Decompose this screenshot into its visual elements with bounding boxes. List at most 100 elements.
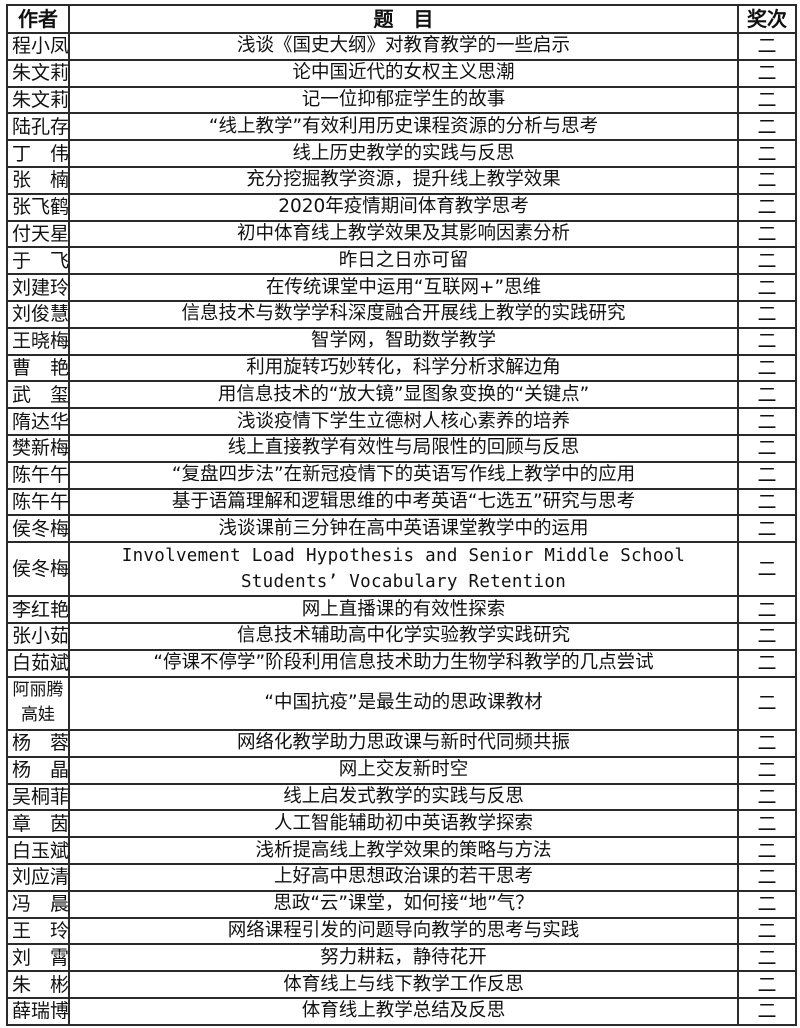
table-row: 武 玺用信息技术的“放大镜”显图象变换的“关键点” 二 <box>6 380 797 410</box>
table-row: 章 茵人工智能辅助初中英语教学探索二 <box>6 809 797 839</box>
table-row: 樊新梅 线上直接教学有效性与局限性的回顾与反思二 <box>6 433 797 463</box>
title-cell: 智学网，智助数学教学 <box>68 326 739 356</box>
table-row: 王晓梅 智学网，智助数学教学二 <box>6 326 797 356</box>
award-cell: 二 <box>737 595 797 624</box>
title-cell: 浅析提高线上教学效果的策略与方法 <box>68 836 739 866</box>
award-cell: 二 <box>737 487 797 517</box>
award-cell: 二 <box>737 836 797 866</box>
title-cell: “线上教学”有效利用历史课程资源的分析与思考 <box>68 112 739 142</box>
author-cell: 朱文莉 <box>6 58 70 88</box>
author-cell: 刘应清 <box>6 863 70 892</box>
award-cell: 二 <box>737 273 797 302</box>
award-cell: 二 <box>737 782 797 812</box>
title-cell: 充分挖掘教学资源，提升线上教学效果 <box>68 165 739 195</box>
author-cell: 杨 晶 <box>6 755 70 785</box>
award-cell: 二 <box>737 648 797 678</box>
author-cell: 冯 晨 <box>6 889 70 919</box>
title-cell: “中国抗疫”是最生动的思政课教材 <box>68 675 739 732</box>
author-cell: 陆孔存 <box>6 112 70 142</box>
title-cell: 网络课程引发的问题导向教学的思考与实践 <box>68 916 739 946</box>
award-cell: 二 <box>737 58 797 88</box>
title-cell: 2020年疫情期间体育教学思考 <box>68 192 739 222</box>
table-row: 杨 蓉网络化教学助力思政课与新时代同频共振二 <box>6 729 797 758</box>
award-cell: 二 <box>737 970 797 999</box>
author-cell: 杨 蓉 <box>6 729 70 758</box>
author-cell: 章 茵 <box>6 809 70 839</box>
table-row: 白玉斌 浅析提高线上教学效果的策略与方法二 <box>6 836 797 866</box>
table-row: 丁 伟线上历史教学的实践与反思二 <box>6 139 797 168</box>
title-cell: Involvement Load Hypothesis and Senior M… <box>68 541 739 598</box>
award-cell: 二 <box>737 246 797 276</box>
award-cell: 二 <box>737 139 797 168</box>
title-cell: 用信息技术的“放大镜”显图象变换的“关键点” <box>68 380 739 410</box>
author-cell: 张小茹 <box>6 621 70 651</box>
table-row: 陈午午 “复盘四步法”在新冠疫情下的英语写作线上教学中的应用二 <box>6 460 797 490</box>
award-cell: 二 <box>737 729 797 758</box>
title-cell: 昨日之日亦可留 <box>68 246 739 276</box>
author-cell: 侯冬梅 <box>6 541 70 598</box>
table-row: 程小凤 浅谈《国史大纲》对教育教学的一些启示二 <box>6 32 797 61</box>
award-cell: 二 <box>737 541 797 598</box>
title-cell: 线上历史教学的实践与反思 <box>68 139 739 168</box>
title-cell: 信息技术辅助高中化学实验教学实践研究 <box>68 621 739 651</box>
author-cell: 阿丽腾高娃 <box>6 675 70 732</box>
title-cell: 利用旋转巧妙转化，科学分析求解边角 <box>68 353 739 383</box>
title-cell: 信息技术与数学学科深度融合开展线上教学的实践研究 <box>68 299 739 329</box>
table-row: 刘 霄努力耕耘，静待花开二 <box>6 943 797 973</box>
author-cell: 曹 艳 <box>6 353 70 383</box>
title-cell: 浅谈课前三分钟在高中英语课堂教学中的运用 <box>68 514 739 544</box>
award-cell: 二 <box>737 514 797 544</box>
award-cell: 二 <box>737 943 797 973</box>
table-row: 付天星 初中体育线上教学效果及其影响因素分析二 <box>6 219 797 249</box>
author-cell: 刘俊慧 <box>6 299 70 329</box>
title-cell: 思政“云”课堂，如何接“地”气？ <box>68 889 739 919</box>
award-cell: 二 <box>737 755 797 785</box>
title-cell: 网上交友新时空 <box>68 755 739 785</box>
award-cell: 二 <box>737 219 797 249</box>
title-cell: 人工智能辅助初中英语教学探索 <box>68 809 739 839</box>
table-row: 白茹斌 “停课不停学”阶段利用信息技术助力生物学科教学的几点尝试二 <box>6 648 797 678</box>
table-row: 朱文莉 论中国近代的女权主义思潮二 <box>6 58 797 88</box>
award-cell: 二 <box>737 299 797 329</box>
author-cell: 张 楠 <box>6 165 70 195</box>
table-row: 王 玲网络课程引发的问题导向教学的思考与实践二 <box>6 916 797 946</box>
title-cell: 基于语篇理解和逻辑思维的中考英语“七选五”研究与思考 <box>68 487 739 517</box>
header-author: 作者 <box>6 4 70 34</box>
title-cell: 体育线上与线下教学工作反思 <box>68 970 739 999</box>
award-cell: 二 <box>737 460 797 490</box>
author-cell: 王 玲 <box>6 916 70 946</box>
table-row: 刘俊慧 信息技术与数学学科深度融合开展线上教学的实践研究二 <box>6 299 797 329</box>
author-cell: 白茹斌 <box>6 648 70 678</box>
award-cell: 二 <box>737 326 797 356</box>
title-cell: 网上直播课的有效性探索 <box>68 595 739 624</box>
award-cell: 二 <box>737 165 797 195</box>
title-cell: “停课不停学”阶段利用信息技术助力生物学科教学的几点尝试 <box>68 648 739 678</box>
table-row: 阿丽腾高娃 “中国抗疫”是最生动的思政课教材二 <box>6 675 797 732</box>
author-cell: 于 飞 <box>6 246 70 276</box>
title-cell: 论中国近代的女权主义思潮 <box>68 58 739 88</box>
title-cell: 初中体育线上教学效果及其影响因素分析 <box>68 219 739 249</box>
author-cell: 程小凤 <box>6 32 70 61</box>
table-row: 张飞鹤 2020年疫情期间体育教学思考二 <box>6 192 797 222</box>
table-row: 张小茹 信息技术辅助高中化学实验教学实践研究二 <box>6 621 797 651</box>
award-cell: 二 <box>737 809 797 839</box>
author-cell: 刘建玲 <box>6 273 70 302</box>
author-cell: 张飞鹤 <box>6 192 70 222</box>
author-cell: 付天星 <box>6 219 70 249</box>
title-cell: 浅谈《国史大纲》对教育教学的一些启示 <box>68 32 739 61</box>
table-row: 朱 彬体育线上与线下教学工作反思二 <box>6 970 797 999</box>
table-row: 朱文莉 记一位抑郁症学生的故事二 <box>6 85 797 115</box>
table-row: 于 飞昨日之日亦可留二 <box>6 246 797 276</box>
author-cell: 丁 伟 <box>6 139 70 168</box>
header-award: 奖次 <box>737 4 797 34</box>
award-cell: 二 <box>737 407 797 436</box>
table-row: 侯冬梅 Involvement Load Hypothesis and Senio… <box>6 541 797 598</box>
table-body: 程小凤 浅谈《国史大纲》对教育教学的一些启示二朱文莉 论中国近代的女权主义思潮二朱文… <box>6 32 797 1026</box>
award-cell: 二 <box>737 380 797 410</box>
author-cell: 朱文莉 <box>6 85 70 115</box>
author-cell: 李红艳 <box>6 595 70 624</box>
author-cell: 薛瑞博 <box>6 997 70 1026</box>
title-cell: 努力耕耘，静待花开 <box>68 943 739 973</box>
table-row: 曹 艳利用旋转巧妙转化，科学分析求解边角二 <box>6 353 797 383</box>
award-cell: 二 <box>737 997 797 1026</box>
